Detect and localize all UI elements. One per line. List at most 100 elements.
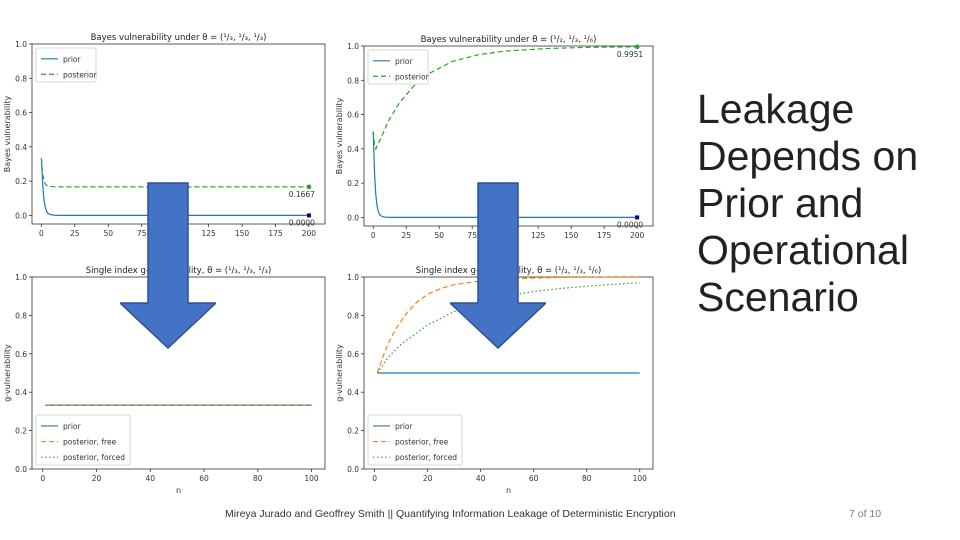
y-tick-label: 0.6 [15, 109, 27, 118]
slide-title: Leakage Depends on Prior and Operational… [697, 86, 952, 321]
legend-label: posterior, free [63, 438, 117, 447]
y-tick-label: 0.2 [347, 427, 359, 436]
y-tick-label: 0.4 [15, 388, 27, 397]
x-axis-label: n [176, 486, 181, 495]
y-tick-label: 0.4 [347, 388, 359, 397]
legend-label: prior [63, 422, 82, 431]
y-axis-label: g-vulnerability [335, 344, 344, 402]
x-tick-label: 40 [146, 474, 156, 483]
chart-svg: Bayes vulnerability under θ = (¹/₂, ¹/₃,… [335, 35, 654, 240]
y-tick-label: 0.2 [15, 177, 27, 186]
x-tick-label: 0 [372, 474, 377, 483]
x-tick-label: 80 [582, 474, 592, 483]
y-tick-label: 0.6 [15, 350, 27, 359]
down-arrow-shape [120, 182, 216, 350]
end-marker [306, 184, 312, 190]
legend-label: posterior [395, 72, 430, 81]
down-arrow-icon [450, 182, 546, 350]
slide-title-line: Leakage [697, 86, 855, 132]
data-label: 0.0000 [289, 218, 315, 227]
x-tick-label: 150 [235, 229, 250, 238]
down-arrow-shape [450, 182, 546, 350]
y-tick-label: 0.6 [347, 350, 359, 359]
y-tick-label: 0.4 [347, 145, 359, 154]
chart-svg: Bayes vulnerability under θ = (¹/₃, ¹/₃,… [3, 33, 326, 238]
data-label: 0.9951 [617, 50, 643, 59]
x-tick-label: 100 [633, 474, 648, 483]
x-tick-label: 25 [401, 231, 411, 240]
x-tick-label: 200 [302, 229, 317, 238]
y-tick-label: 0.2 [15, 427, 27, 436]
y-axis-label: g-vulnerability [3, 344, 12, 402]
y-tick-label: 1.0 [347, 273, 359, 282]
y-tick-label: 0.0 [15, 465, 27, 474]
series-line [372, 131, 638, 218]
x-tick-label: 40 [476, 474, 486, 483]
end-marker [634, 44, 640, 50]
series-line [40, 158, 309, 216]
series-line [40, 158, 309, 188]
y-tick-label: 0.8 [15, 74, 27, 83]
series-line [372, 46, 638, 151]
x-tick-label: 75 [137, 229, 147, 238]
x-tick-label: 50 [103, 229, 113, 238]
end-marker [635, 215, 640, 220]
y-tick-label: 0.4 [15, 143, 27, 152]
legend-box [367, 49, 429, 85]
down-arrow-icon [120, 182, 216, 350]
y-tick-label: 0.0 [15, 211, 27, 220]
slide-title-line: Prior and [697, 180, 864, 226]
legend-label: prior [395, 57, 414, 66]
x-tick-label: 80 [253, 474, 263, 483]
x-axis-label: n [506, 486, 511, 495]
legend-box [35, 414, 131, 466]
slide-title-line: Operational [697, 227, 909, 273]
chart-title: Bayes vulnerability under θ = (¹/₂, ¹/₃,… [421, 35, 597, 45]
chart-bayes-uniform: Bayes vulnerability under θ = (¹/₃, ¹/₃,… [0, 30, 330, 245]
x-tick-label: 75 [467, 231, 477, 240]
end-marker [306, 213, 311, 218]
x-tick-label: 0 [371, 231, 376, 240]
y-axis-label: Bayes vulnerability [335, 97, 344, 174]
x-tick-label: 60 [529, 474, 539, 483]
y-tick-label: 0.0 [347, 213, 359, 222]
slide-title-line: Depends on [697, 133, 919, 179]
legend-label: posterior, forced [395, 453, 457, 462]
x-tick-label: 50 [434, 231, 444, 240]
slide-title-line: Scenario [697, 274, 859, 320]
x-tick-label: 0 [40, 474, 45, 483]
x-tick-label: 150 [564, 231, 579, 240]
y-tick-label: 1.0 [15, 273, 27, 282]
chart-bayes-skewed: Bayes vulnerability under θ = (¹/₂, ¹/₃,… [328, 34, 658, 244]
y-axis-label: Bayes vulnerability [3, 95, 12, 172]
y-tick-label: 1.0 [15, 40, 27, 49]
legend-label: prior [63, 55, 82, 64]
x-tick-label: 175 [268, 229, 283, 238]
x-tick-label: 175 [597, 231, 612, 240]
x-tick-label: 0 [39, 229, 44, 238]
series-line [376, 276, 640, 374]
legend-label: posterior, free [395, 438, 449, 447]
x-tick-label: 20 [92, 474, 102, 483]
y-tick-label: 0.8 [347, 76, 359, 85]
data-label: 0.1667 [289, 190, 315, 199]
x-tick-label: 200 [630, 231, 645, 240]
page-number: 7 of 10 [849, 508, 882, 520]
y-tick-label: 0.8 [347, 311, 359, 320]
x-tick-label: 125 [531, 231, 546, 240]
legend-box [35, 47, 97, 83]
legend-box [367, 414, 463, 466]
legend-label: posterior, forced [63, 453, 125, 462]
slide-footer: Mireya Jurado and Geoffrey Smith || Quan… [225, 508, 676, 520]
y-tick-label: 0.0 [347, 465, 359, 474]
legend-label: prior [395, 422, 414, 431]
chart-title: Bayes vulnerability under θ = (¹/₃, ¹/₃,… [91, 33, 267, 43]
data-label: 0.0000 [617, 220, 643, 229]
y-tick-label: 1.0 [347, 42, 359, 51]
x-tick-label: 125 [201, 229, 216, 238]
y-tick-label: 0.8 [15, 311, 27, 320]
y-tick-label: 0.6 [347, 111, 359, 120]
y-tick-label: 0.2 [347, 179, 359, 188]
x-tick-label: 25 [70, 229, 80, 238]
x-tick-label: 100 [304, 474, 319, 483]
